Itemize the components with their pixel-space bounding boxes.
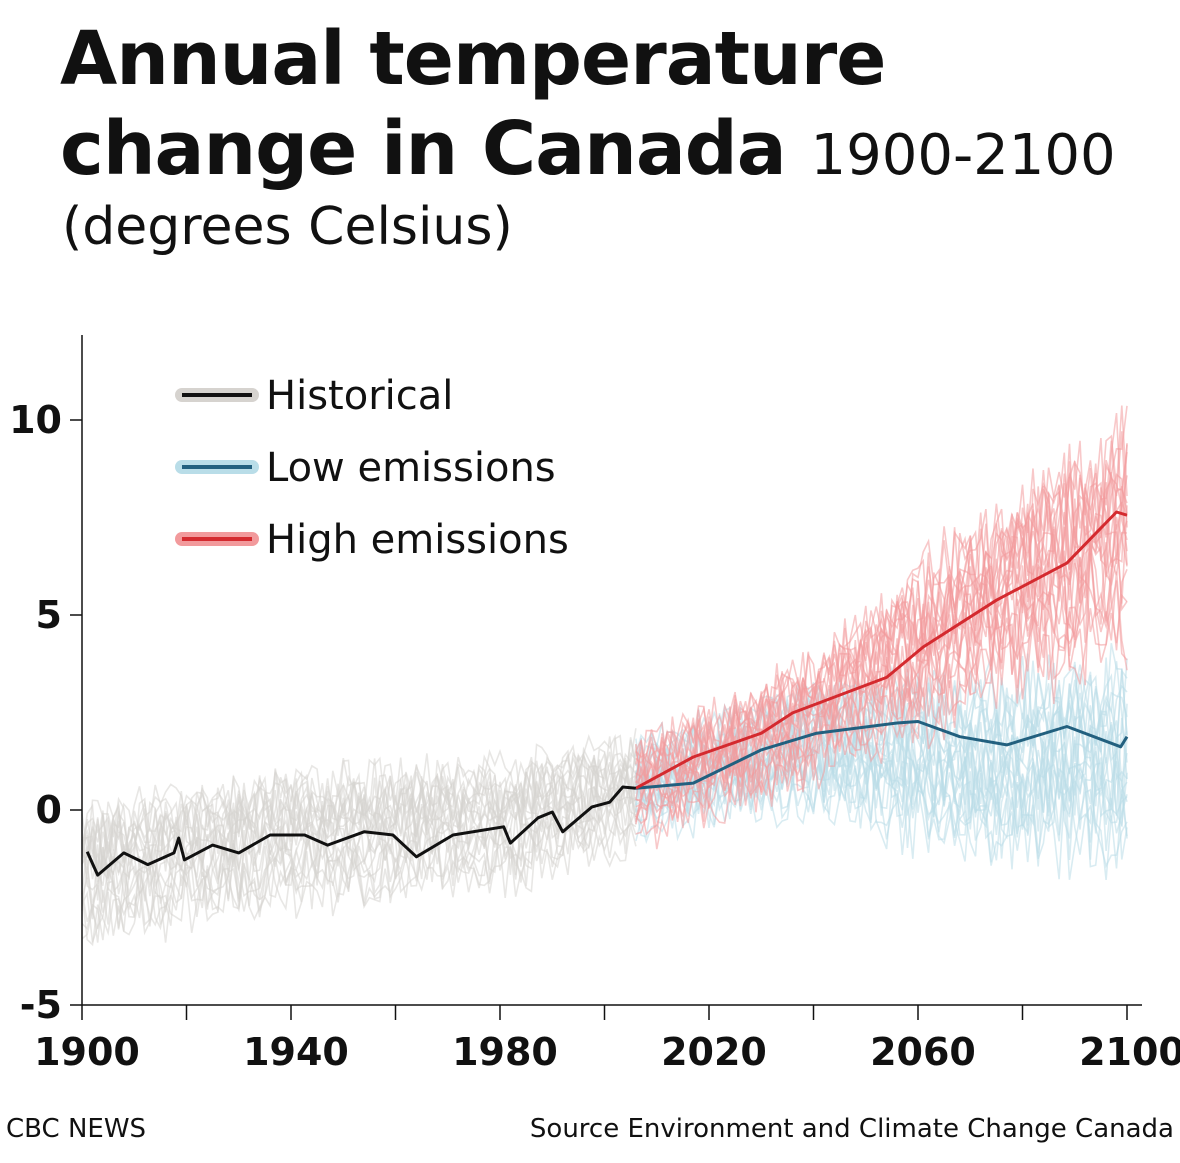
x-tick-label: 2060 [870, 1030, 976, 1074]
ensemble-line-high-emissions [635, 574, 1128, 836]
legend-label: High emissions [266, 517, 569, 563]
title-line-2: change in Canada [60, 106, 787, 192]
ensemble-line-historical [81, 752, 637, 884]
legend-item-low-emissions: Low emissions [175, 445, 556, 491]
legend-label: Historical [266, 373, 453, 419]
series-line-low-emissions [635, 720, 1129, 790]
chart-title: Annual temperature change in Canada 1900… [60, 14, 1116, 201]
x-tick-label: 1900 [34, 1030, 140, 1074]
ensemble-line-high-emissions [635, 495, 1128, 806]
series-line-high-emissions [635, 510, 1128, 790]
ensemble-line-high-emissions [635, 459, 1128, 784]
chart-subtitle: (degrees Celsius) [62, 197, 513, 257]
legend-label: Low emissions [266, 445, 556, 491]
ensemble-line-historical [81, 771, 637, 897]
ensemble-line-historical [81, 816, 637, 947]
y-tick-label: -5 [20, 983, 62, 1027]
ensemble-line-low-emissions [635, 762, 1128, 880]
x-tick-label: 1980 [452, 1030, 558, 1074]
ensemble-line-historical [81, 736, 637, 870]
ensemble-line-high-emissions [635, 476, 1128, 789]
legend: Historical Low emissions High emissions [175, 373, 569, 563]
ensemble-line-historical [81, 754, 637, 883]
legend-item-historical: Historical [175, 373, 453, 419]
y-tick-label: 0 [36, 788, 62, 832]
legend-item-high-emissions: High emissions [175, 517, 569, 563]
series-lines [85, 510, 1129, 877]
x-tick-label: 2020 [661, 1030, 767, 1074]
x-tick-label: 1940 [243, 1030, 349, 1074]
ensemble-line-historical [81, 787, 637, 917]
title-line-1: Annual temperature [60, 16, 886, 102]
ensemble-line-historical [81, 728, 637, 865]
y-tick-label: 5 [36, 593, 62, 637]
source-label: Source Environment and Climate Change Ca… [529, 1114, 1174, 1144]
ensemble-line-historical [81, 796, 637, 940]
title-range: 1900-2100 [810, 123, 1116, 188]
ensemble-line-historical [81, 798, 637, 941]
ensemble-bands [81, 405, 1128, 947]
ensemble-line-historical [81, 808, 637, 943]
x-tick-label: 2100 [1079, 1030, 1180, 1074]
brand-label: CBC NEWS [6, 1114, 147, 1144]
ensemble-line-historical [81, 756, 637, 879]
y-tick-label: 10 [9, 398, 62, 442]
series-line-historical [85, 785, 637, 877]
